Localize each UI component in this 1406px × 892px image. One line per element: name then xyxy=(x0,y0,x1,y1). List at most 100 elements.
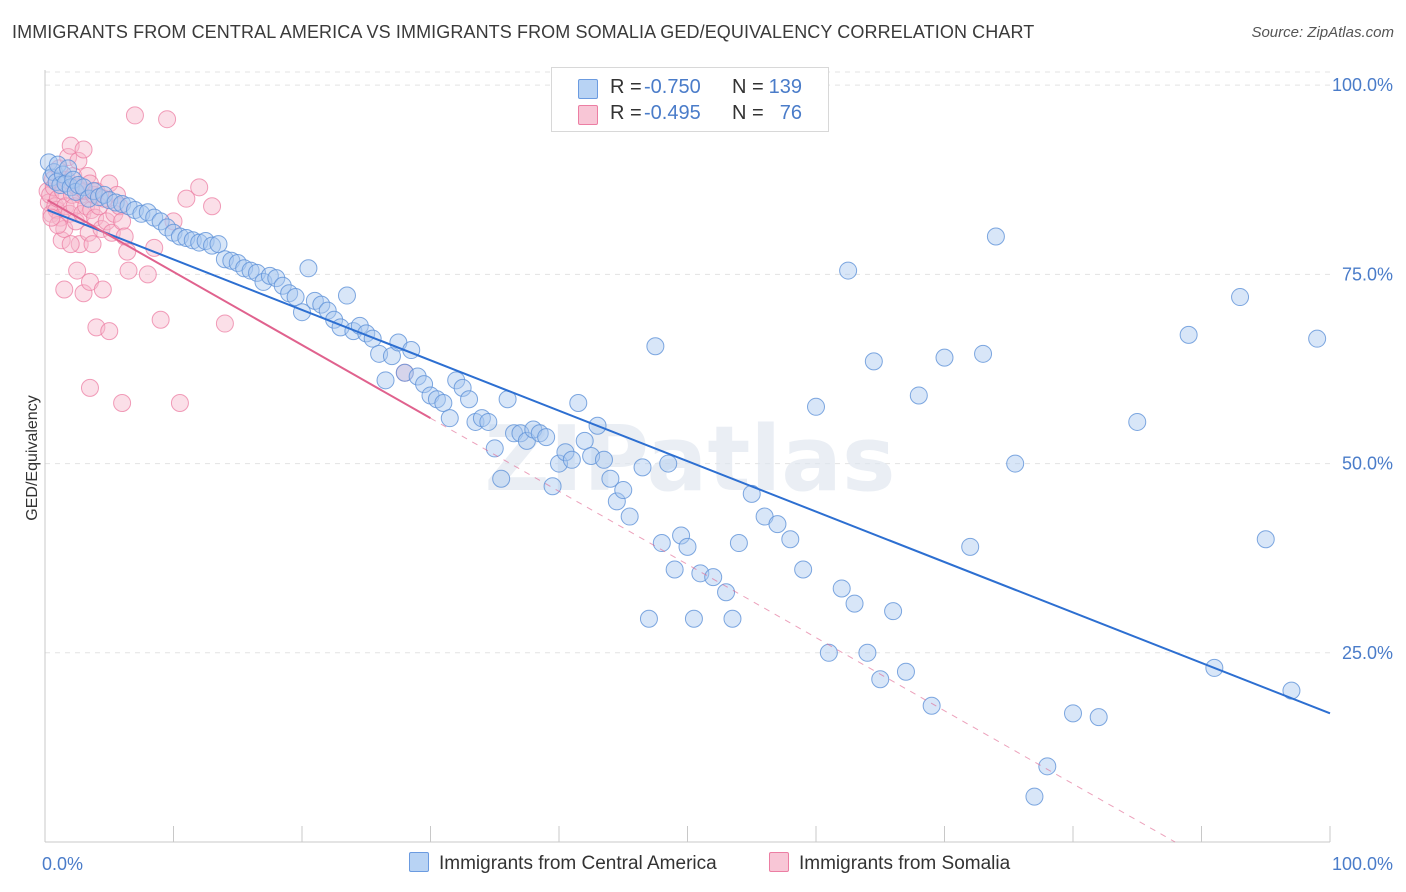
point-central-america xyxy=(922,696,941,715)
point-central-america xyxy=(646,337,665,356)
point-central-america xyxy=(1179,325,1198,344)
point-central-america xyxy=(440,409,459,428)
point-somalia xyxy=(78,166,97,185)
trend-line-central-america xyxy=(47,209,1331,715)
point-central-america xyxy=(729,534,748,553)
point-somalia xyxy=(170,394,189,413)
trend-line-somalia-extension xyxy=(430,417,1176,843)
point-central-america xyxy=(909,386,928,405)
bottom-legend-swatch-blue xyxy=(409,852,429,872)
point-central-america xyxy=(434,394,453,413)
legend-r-value: -0.750 xyxy=(644,76,701,98)
point-central-america xyxy=(485,439,504,458)
point-central-america xyxy=(408,367,427,386)
point-central-america xyxy=(299,259,318,278)
point-central-america xyxy=(286,288,305,307)
point-central-america xyxy=(594,450,613,469)
point-central-america xyxy=(543,477,562,496)
point-central-america xyxy=(203,236,222,255)
point-central-america xyxy=(453,378,472,397)
point-central-america xyxy=(1064,704,1082,723)
correlation-legend: R = -0.750 N = 139 R = -0.495 N = 76 xyxy=(551,67,829,132)
point-central-america xyxy=(684,609,703,628)
legend-row-somalia: R = -0.495 N = 76 xyxy=(552,100,828,128)
legend-swatch-blue xyxy=(578,79,598,99)
legend-r-value: -0.495 xyxy=(644,102,701,124)
point-central-america xyxy=(1231,288,1250,307)
axes xyxy=(44,70,1331,843)
watermark: ZIPatlas xyxy=(484,407,895,512)
point-central-america xyxy=(84,182,103,201)
point-somalia xyxy=(97,212,116,231)
bottom-legend-central-america: Immigrants from Central America xyxy=(409,852,717,875)
y-tick-label: 25.0% xyxy=(1342,643,1393,663)
point-central-america xyxy=(74,178,93,197)
y-axis-label: GED/Equivalency xyxy=(24,395,41,520)
point-somalia xyxy=(100,322,119,341)
bottom-legend-swatch-pink xyxy=(769,852,789,872)
point-somalia xyxy=(86,208,105,227)
point-central-america xyxy=(479,412,498,431)
point-somalia xyxy=(119,261,138,280)
point-central-america xyxy=(704,568,723,587)
series-central-america-points xyxy=(39,72,1327,806)
x-tick-labels: 0.0% 100.0% xyxy=(42,854,1393,874)
point-central-america xyxy=(607,492,626,511)
point-central-america xyxy=(896,662,915,681)
point-central-america xyxy=(723,609,742,628)
point-central-america xyxy=(1025,787,1044,806)
point-central-america xyxy=(961,537,980,556)
point-somalia xyxy=(190,178,209,197)
x-tick-label: 0.0% xyxy=(42,854,83,874)
point-somalia xyxy=(177,189,196,208)
point-somalia xyxy=(215,314,234,333)
point-central-america xyxy=(781,530,800,549)
point-somalia xyxy=(151,310,170,329)
legend-r-label: R = xyxy=(610,102,642,124)
point-central-america xyxy=(376,371,395,390)
point-somalia xyxy=(138,265,157,284)
legend-row-central-america: R = -0.750 N = 139 xyxy=(552,74,828,102)
point-somalia xyxy=(68,261,87,280)
legend-swatch-pink xyxy=(578,105,598,125)
point-central-america xyxy=(768,515,787,534)
point-central-america xyxy=(639,609,658,628)
point-central-america xyxy=(492,469,511,488)
point-central-america xyxy=(884,602,903,621)
point-central-america xyxy=(1308,329,1327,348)
point-central-america xyxy=(537,428,556,447)
point-somalia xyxy=(113,394,132,413)
point-central-america xyxy=(974,344,993,363)
point-central-america xyxy=(337,286,356,305)
x-tick-label: 100.0% xyxy=(1332,854,1393,874)
point-central-america xyxy=(633,458,652,477)
point-central-america xyxy=(678,537,697,556)
point-central-america xyxy=(652,534,671,553)
point-central-america xyxy=(935,348,954,367)
chart-source: Source: ZipAtlas.com xyxy=(1251,24,1394,41)
y-tick-labels: 25.0% 50.0% 75.0% 100.0% xyxy=(1332,75,1393,663)
point-central-america xyxy=(986,227,1005,246)
point-central-america xyxy=(1089,708,1108,727)
point-central-america xyxy=(864,352,883,371)
point-central-america xyxy=(659,454,678,473)
legend-n-label: N = xyxy=(732,102,764,124)
point-central-america xyxy=(447,371,466,390)
point-central-america xyxy=(575,431,594,450)
point-central-america xyxy=(807,397,825,416)
grid-lines xyxy=(45,71,1330,654)
y-tick-label: 75.0% xyxy=(1342,264,1393,284)
trend-lines xyxy=(47,199,1331,843)
point-central-america xyxy=(562,450,581,469)
point-central-america xyxy=(1038,757,1057,776)
y-tick-label: 100.0% xyxy=(1332,75,1393,95)
point-central-america xyxy=(569,394,588,413)
point-central-america xyxy=(717,583,736,602)
point-somalia xyxy=(158,110,177,129)
point-somalia xyxy=(93,280,112,299)
point-central-america xyxy=(858,643,877,662)
point-central-america xyxy=(59,159,78,178)
point-central-america xyxy=(415,375,434,394)
point-central-america xyxy=(819,643,838,662)
point-somalia xyxy=(203,197,222,216)
